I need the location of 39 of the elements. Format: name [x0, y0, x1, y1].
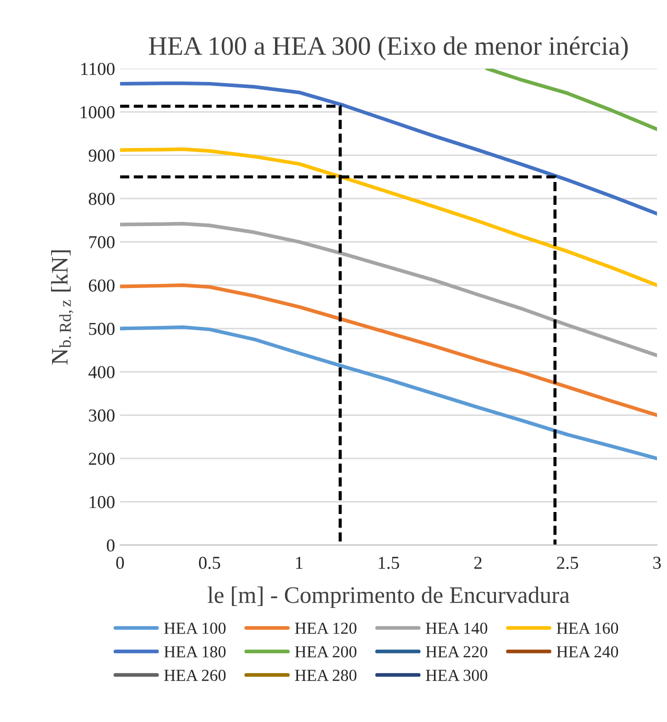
y-tick-label: 900	[88, 149, 115, 162]
y-tick-label: 1100	[81, 62, 115, 76]
line-series	[120, 325, 657, 460]
y-tick-label: 600	[88, 279, 115, 292]
line-series	[120, 222, 657, 358]
y-tick-label: 1000	[80, 106, 115, 118]
legend-label: HEA 300	[426, 670, 488, 681]
y-tick-label: 100	[90, 496, 115, 508]
line-series	[120, 283, 657, 417]
y-tick-label: 0	[106, 539, 115, 552]
legend-label: HEA 140	[426, 622, 488, 634]
x-tick-label: 0.5	[198, 556, 220, 570]
x-tick-label: 1.5	[378, 556, 400, 570]
x-tick-label: 0	[116, 556, 124, 569]
legend-label: HEA 160	[556, 622, 618, 634]
y-tick-label: 300	[88, 409, 115, 422]
legend-label: HEA 280	[295, 670, 356, 681]
x-tick-label: 2.5	[557, 556, 578, 570]
legend-label: HEA 100	[164, 622, 226, 634]
legend-label: HEA 240	[556, 646, 618, 658]
y-tick-label: 500	[89, 322, 115, 335]
y-tick-label: 700	[89, 236, 115, 248]
legend-label: HEA 200	[295, 646, 356, 658]
legend-label: HEA 260	[164, 670, 226, 681]
y-tick-label: 800	[88, 192, 115, 205]
y-tick-label: 200	[88, 452, 115, 465]
line-series	[485, 68, 657, 132]
y-axis-title: N$_{b.Rd,z}$ [kN]	[51, 250, 74, 364]
legend-label: HEA 180	[164, 646, 226, 658]
legend-label: HEA 120	[295, 622, 356, 634]
x-axis-title: le [m] - Comprimento de Encurvadura	[208, 586, 570, 608]
line-series	[120, 147, 657, 287]
legend-label: HEA 220	[426, 646, 488, 658]
y-tick-label: 400	[88, 366, 115, 378]
line-series	[120, 82, 657, 216]
chart-title: HEA 100 a HEA 300 (Eixo de menor inércia)	[148, 36, 628, 60]
x-tick-label: 3	[653, 556, 661, 569]
x-tick-label: 2	[474, 556, 482, 569]
x-tick-label: 1	[296, 556, 302, 569]
